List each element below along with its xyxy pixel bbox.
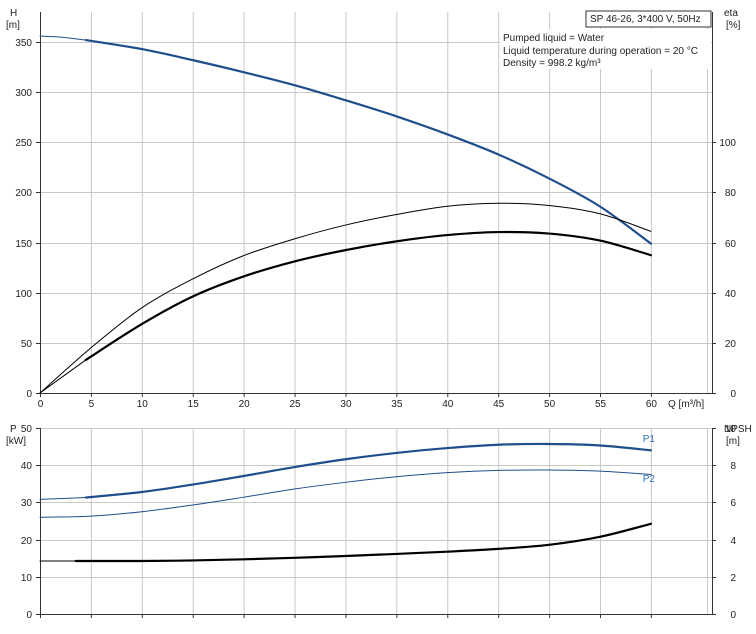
y-left-tick-label: 350	[15, 38, 32, 49]
y-right-tick-label: 0	[730, 389, 736, 400]
y-right-tick-label: 10	[725, 424, 737, 435]
y-left-tick-label: 0	[26, 610, 32, 621]
y-right-tick-label: 80	[725, 188, 737, 199]
y-left-tick-label: 40	[21, 461, 33, 472]
series-layer	[39, 35, 653, 563]
y-left-unit: [kW]	[6, 436, 26, 447]
y-left-tick-label: 50	[21, 339, 33, 350]
y-right-unit: [m]	[726, 436, 740, 447]
info-line-density: Density = 998.2 kg/m³	[503, 58, 601, 69]
series-line-top-4	[39, 359, 87, 394]
series-line-p1	[84, 442, 653, 499]
x-tick-label: 55	[595, 399, 607, 410]
x-tick-label: 0	[38, 399, 44, 410]
y-left-tick-label: 300	[15, 88, 32, 99]
x-tick-label: 50	[544, 399, 556, 410]
x-tick-label: 40	[442, 399, 454, 410]
x-tick-label: 10	[137, 399, 149, 410]
y-right-tick-label: 4	[730, 536, 736, 547]
y-left-tick-label: 250	[15, 138, 32, 149]
series-line-top-0	[84, 38, 653, 245]
info-box-bg	[500, 29, 711, 69]
grid-layer	[40, 12, 712, 614]
y-right-tick-label: 20	[725, 339, 737, 350]
x-tick-label: 35	[391, 399, 403, 410]
y-left-tick-label: 100	[15, 289, 32, 300]
x-tick-label: 45	[493, 399, 505, 410]
y-right-tick-label: 40	[725, 289, 737, 300]
y-right-tick-label: 6	[730, 498, 736, 509]
y-left-title: P	[10, 424, 17, 435]
x-tick-label: 5	[89, 399, 95, 410]
y-left-tick-label: 150	[15, 239, 32, 250]
y-left-tick-label: 20	[21, 536, 33, 547]
series-line-bottom-1	[39, 497, 87, 500]
x-tick-label: 30	[340, 399, 352, 410]
y-right-tick-label: 8	[730, 461, 736, 472]
info-line-temperature: Liquid temperature during operation = 20…	[503, 46, 698, 57]
y-right-title: NPSH	[724, 424, 752, 435]
y-right-tick-label: 0	[730, 610, 736, 621]
series-line-p2	[39, 469, 652, 518]
x-tick-label: 15	[188, 399, 200, 410]
label-layer: P1 P2	[643, 434, 656, 485]
x-axis-title: Q [m³/h]	[668, 399, 704, 410]
info-line-liquid: Pumped liquid = Water	[503, 33, 605, 44]
series-line-top-3	[84, 230, 653, 362]
y-left-unit: [m]	[6, 20, 20, 31]
y-right-tick-label: 2	[730, 573, 736, 584]
x-tick-label: 60	[646, 399, 658, 410]
x-tick-label: 20	[239, 399, 251, 410]
axes-layer: 050100150200250300350020406080100H[m]eta…	[6, 8, 752, 621]
chart-title: SP 46-26, 3*400 V, 50Hz	[590, 14, 701, 25]
y-right-tick-label: 100	[719, 138, 736, 149]
y-left-tick-label: 0	[26, 389, 32, 400]
series-line-top-1	[39, 35, 87, 41]
title-box	[585, 10, 712, 28]
y-left-tick-label: 10	[21, 573, 33, 584]
y-right-title: eta	[724, 8, 738, 19]
y-left-tick-label: 200	[15, 188, 32, 199]
y-right-tick-label: 60	[725, 239, 737, 250]
x-tick-label: 25	[289, 399, 301, 410]
y-left-tick-label: 50	[21, 424, 33, 435]
y-left-tick-label: 30	[21, 498, 33, 509]
series-label-p2: P2	[643, 474, 656, 485]
series-line-bottom-3	[74, 522, 653, 563]
series-line-top-2	[39, 202, 652, 394]
series-label-p1: P1	[643, 434, 656, 445]
y-left-title: H	[10, 8, 17, 19]
y-right-unit: [%]	[726, 20, 741, 31]
